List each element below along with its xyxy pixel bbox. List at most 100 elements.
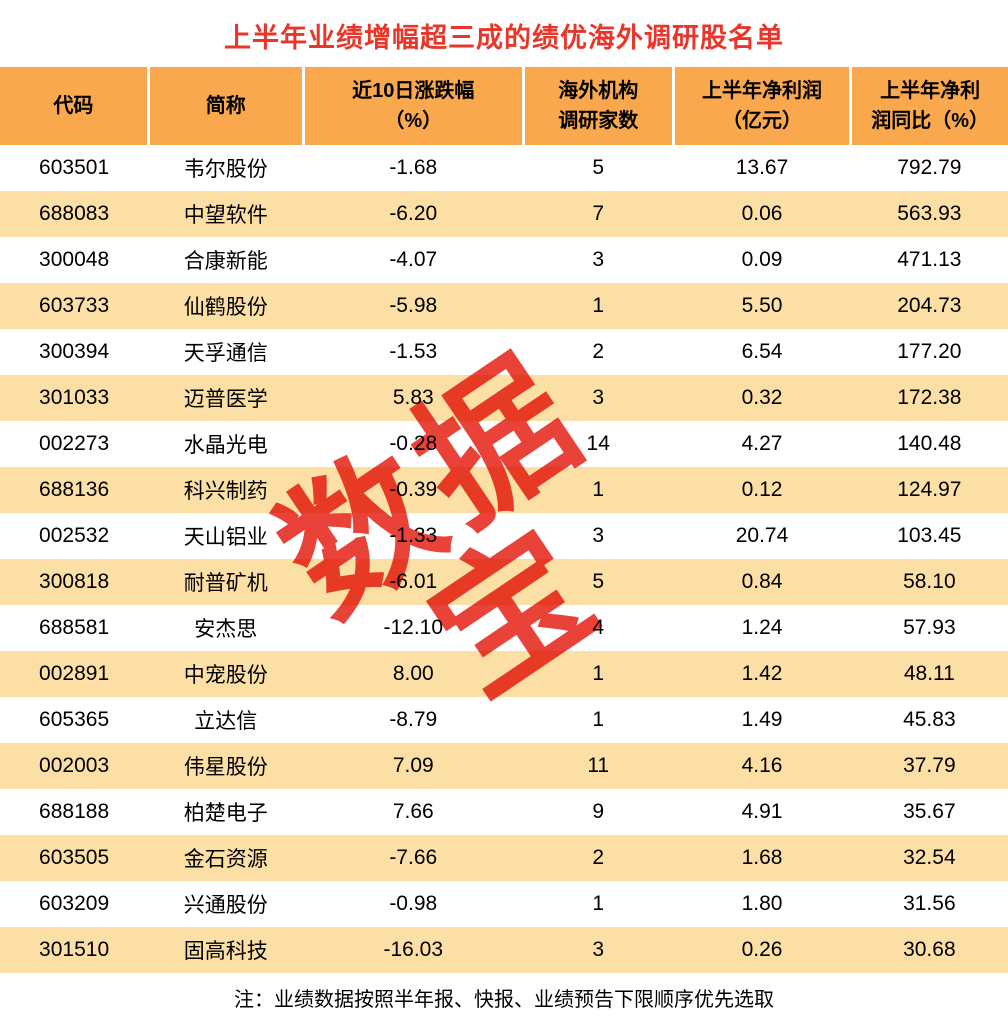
table-row: 688136 科兴制药 -0.39 1 0.12 124.97 <box>0 467 1008 513</box>
cell-code: 688136 <box>0 467 149 513</box>
cell-profit: 13.67 <box>673 145 851 191</box>
cell-profit: 0.84 <box>673 559 851 605</box>
header-row: 代码 简称 近10日涨跌幅 （%） 海外机构 调研家数 上半年净利润 （亿元） 上半年净利… <box>0 67 1008 145</box>
cell-code: 603505 <box>0 835 149 881</box>
cell-name: 水晶光电 <box>148 421 304 467</box>
table-row: 688188 柏楚电子 7.66 9 4.91 35.67 <box>0 789 1008 835</box>
cell-yoy: 48.11 <box>850 651 1008 697</box>
cell-change10d: 8.00 <box>303 651 524 697</box>
cell-change10d: 7.66 <box>303 789 524 835</box>
stock-table: 代码 简称 近10日涨跌幅 （%） 海外机构 调研家数 上半年净利润 （亿元） 上半年净利… <box>0 67 1008 973</box>
cell-institutions: 7 <box>523 191 674 237</box>
page-title: 上半年业绩增幅超三成的绩优海外调研股名单 <box>224 23 784 53</box>
cell-change10d: 5.83 <box>303 375 524 421</box>
cell-change10d: -1.53 <box>303 329 524 375</box>
cell-change10d: -1.68 <box>303 145 524 191</box>
cell-profit: 4.16 <box>673 743 851 789</box>
cell-change10d: -5.98 <box>303 283 524 329</box>
table-row: 603505 金石资源 -7.66 2 1.68 32.54 <box>0 835 1008 881</box>
cell-code: 605365 <box>0 697 149 743</box>
table-row: 002273 水晶光电 -0.28 14 4.27 140.48 <box>0 421 1008 467</box>
cell-yoy: 172.38 <box>850 375 1008 421</box>
cell-yoy: 471.13 <box>850 237 1008 283</box>
cell-code: 603209 <box>0 881 149 927</box>
cell-yoy: 45.83 <box>850 697 1008 743</box>
cell-institutions: 1 <box>523 881 674 927</box>
cell-yoy: 30.68 <box>850 927 1008 973</box>
cell-institutions: 2 <box>523 835 674 881</box>
cell-name: 伟星股份 <box>148 743 304 789</box>
cell-code: 002532 <box>0 513 149 559</box>
cell-code: 301033 <box>0 375 149 421</box>
table-body: 603501 韦尔股份 -1.68 5 13.67 792.79 688083 中望软件 -6.… <box>0 145 1008 973</box>
cell-change10d: -0.28 <box>303 421 524 467</box>
cell-profit: 0.09 <box>673 237 851 283</box>
table-row: 605365 立达信 -8.79 1 1.49 45.83 <box>0 697 1008 743</box>
cell-profit: 4.91 <box>673 789 851 835</box>
cell-yoy: 204.73 <box>850 283 1008 329</box>
cell-name: 迈普医学 <box>148 375 304 421</box>
table-row: 301510 固高科技 -16.03 3 0.26 30.68 <box>0 927 1008 973</box>
cell-change10d: -16.03 <box>303 927 524 973</box>
table-row: 688581 安杰思 -12.10 4 1.24 57.93 <box>0 605 1008 651</box>
cell-profit: 1.80 <box>673 881 851 927</box>
cell-code: 002891 <box>0 651 149 697</box>
cell-change10d: -1.33 <box>303 513 524 559</box>
table-row: 603209 兴通股份 -0.98 1 1.80 31.56 <box>0 881 1008 927</box>
cell-profit: 0.12 <box>673 467 851 513</box>
cell-name: 中宠股份 <box>148 651 304 697</box>
cell-name: 天山铝业 <box>148 513 304 559</box>
cell-yoy: 32.54 <box>850 835 1008 881</box>
header-cell-change10d: 近10日涨跌幅 （%） <box>301 67 524 145</box>
cell-code: 002273 <box>0 421 149 467</box>
cell-name: 金石资源 <box>148 835 304 881</box>
table-row: 002003 伟星股份 7.09 11 4.16 37.79 <box>0 743 1008 789</box>
cell-name: 合康新能 <box>148 237 304 283</box>
cell-name: 天孚通信 <box>148 329 304 375</box>
cell-yoy: 31.56 <box>850 881 1008 927</box>
table-note: 注：业绩数据按照半年报、快报、业绩预告下限顺序优先选取 <box>234 989 774 1011</box>
cell-code: 603501 <box>0 145 149 191</box>
cell-name: 中望软件 <box>148 191 304 237</box>
cell-yoy: 35.67 <box>850 789 1008 835</box>
cell-change10d: -4.07 <box>303 237 524 283</box>
cell-change10d: -6.20 <box>303 191 524 237</box>
cell-code: 688083 <box>0 191 149 237</box>
cell-yoy: 563.93 <box>850 191 1008 237</box>
cell-code: 002003 <box>0 743 149 789</box>
cell-code: 688581 <box>0 605 149 651</box>
cell-institutions: 2 <box>523 329 674 375</box>
cell-institutions: 5 <box>523 145 674 191</box>
cell-change10d: -0.98 <box>303 881 524 927</box>
cell-code: 688188 <box>0 789 149 835</box>
header-cell-profit: 上半年净利润 （亿元） <box>671 67 851 145</box>
cell-name: 科兴制药 <box>148 467 304 513</box>
cell-profit: 1.24 <box>673 605 851 651</box>
cell-yoy: 37.79 <box>850 743 1008 789</box>
cell-yoy: 124.97 <box>850 467 1008 513</box>
cell-profit: 1.68 <box>673 835 851 881</box>
cell-profit: 0.32 <box>673 375 851 421</box>
cell-change10d: -7.66 <box>303 835 524 881</box>
cell-name: 柏楚电子 <box>148 789 304 835</box>
cell-institutions: 3 <box>523 237 674 283</box>
table-header: 代码 简称 近10日涨跌幅 （%） 海外机构 调研家数 上半年净利润 （亿元） 上半年净利… <box>0 67 1008 145</box>
table-row: 603733 仙鹤股份 -5.98 1 5.50 204.73 <box>0 283 1008 329</box>
cell-yoy: 58.10 <box>850 559 1008 605</box>
cell-name: 耐普矿机 <box>148 559 304 605</box>
cell-code: 300818 <box>0 559 149 605</box>
cell-yoy: 177.20 <box>850 329 1008 375</box>
cell-code: 300048 <box>0 237 149 283</box>
cell-institutions: 5 <box>523 559 674 605</box>
table-row: 002532 天山铝业 -1.33 3 20.74 103.45 <box>0 513 1008 559</box>
cell-profit: 20.74 <box>673 513 851 559</box>
cell-code: 301510 <box>0 927 149 973</box>
cell-yoy: 792.79 <box>850 145 1008 191</box>
cell-change10d: -6.01 <box>303 559 524 605</box>
cell-profit: 1.42 <box>673 651 851 697</box>
table-row: 002891 中宠股份 8.00 1 1.42 48.11 <box>0 651 1008 697</box>
cell-name: 立达信 <box>148 697 304 743</box>
cell-institutions: 11 <box>523 743 674 789</box>
cell-institutions: 14 <box>523 421 674 467</box>
cell-institutions: 4 <box>523 605 674 651</box>
